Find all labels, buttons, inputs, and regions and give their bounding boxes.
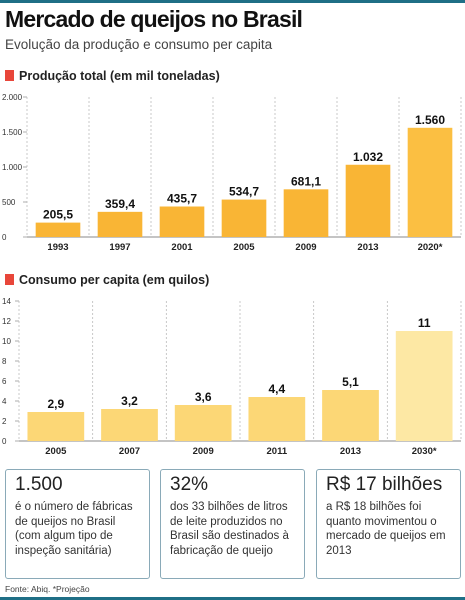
x-tick-label: 1997 [109,242,130,253]
bar-value-label: 3,6 [195,390,212,404]
x-tick-label: 2009 [295,242,316,253]
y-tick-label: 12 [2,317,11,326]
bar [322,390,379,441]
consumption-chart-title: Consumo per capita (em quilos) [5,273,209,287]
y-tick-label: 2.000 [2,93,23,102]
bar [395,331,453,441]
section-marker-icon [5,70,14,81]
source-note: Fonte: Abiq. *Projeção [5,584,90,594]
y-tick-label: 1.000 [2,163,23,172]
x-tick-label: 1993 [47,242,68,253]
bar-value-label: 681,1 [291,174,321,188]
y-tick-label: 8 [2,357,7,366]
production-chart-title: Produção total (em mil toneladas) [5,69,220,83]
bar [174,405,232,441]
bar-value-label: 2,9 [47,397,64,411]
y-tick-label: 14 [2,297,11,306]
consumption-chart: 0 2 4 6 8 10 12 14 2,9 2005 3,2 2007 3,6 2009 4,4 2011 5… [2,297,462,457]
bar [35,222,81,237]
highlight-box-milk: 32% dos 33 bilhões de litros de leite pr… [160,469,305,579]
bar-value-label: 359,4 [105,197,135,211]
top-rule [0,0,465,3]
x-tick-label: 2001 [171,242,193,253]
bar-value-label: 435,7 [167,192,197,206]
production-chart-title-text: Produção total (em mil toneladas) [19,69,220,83]
x-tick-label: 2013 [340,446,361,457]
x-tick-label: 2013 [357,242,378,253]
highlight-box-factories: 1.500 é o número de fábricas de queijos … [5,469,150,579]
bar-value-label: 205,5 [43,208,73,222]
bar [283,189,329,237]
highlight-value: 1.500 [15,474,63,495]
bar [221,199,267,237]
bar [27,412,85,441]
x-tick-label: 2030* [412,446,437,457]
section-marker-icon [5,274,14,285]
x-tick-label: 2011 [267,446,288,457]
bar [97,211,143,237]
bar-value-label: 3,2 [121,394,138,408]
bar [248,397,306,441]
bar-value-label: 11 [418,316,431,330]
bottom-rule [0,597,465,600]
bar-value-label: 1.032 [353,150,383,164]
bar [159,206,205,237]
highlight-value: 32% [170,474,209,495]
highlight-text: a R$ 18 bilhões foi quanto movimentou o … [326,501,446,557]
y-tick-label: 1.500 [2,128,23,137]
y-tick-label: 500 [2,198,16,207]
production-chart: 0 500 1.000 1.500 2.000 205,5 1993 359,4 1997 435… [2,93,462,253]
x-tick-label: 2009 [193,446,214,457]
x-tick-label: 2005 [45,446,67,457]
y-tick-label: 6 [2,377,7,386]
bar-value-label: 5,1 [342,375,359,389]
x-tick-label: 2020* [418,242,443,253]
bar-value-label: 4,4 [268,382,285,396]
y-tick-label: 10 [2,337,11,346]
bar [345,164,391,237]
page-title: Mercado de queijos no Brasil [5,6,303,32]
y-tick-label: 4 [2,397,7,406]
highlight-value: R$ 17 bilhões [326,474,443,495]
highlight-text: dos 33 bilhões de litros de leite produz… [170,501,289,557]
highlight-text: é o número de fábricas de queijos no Bra… [15,501,133,557]
bar [101,409,158,441]
page-subtitle: Evolução da produção e consumo per capit… [5,37,273,52]
bar-value-label: 1.560 [415,113,445,127]
consumption-chart-title-text: Consumo per capita (em quilos) [19,273,210,287]
y-tick-label: 0 [2,437,7,446]
highlight-box-market: R$ 17 bilhões a R$ 18 bilhões foi quanto… [316,469,461,579]
x-tick-label: 2007 [119,446,140,457]
y-tick-label: 0 [2,233,7,242]
bar-value-label: 534,7 [229,185,259,199]
x-tick-label: 2005 [233,242,255,253]
bar [407,127,453,237]
y-tick-label: 2 [2,417,7,426]
